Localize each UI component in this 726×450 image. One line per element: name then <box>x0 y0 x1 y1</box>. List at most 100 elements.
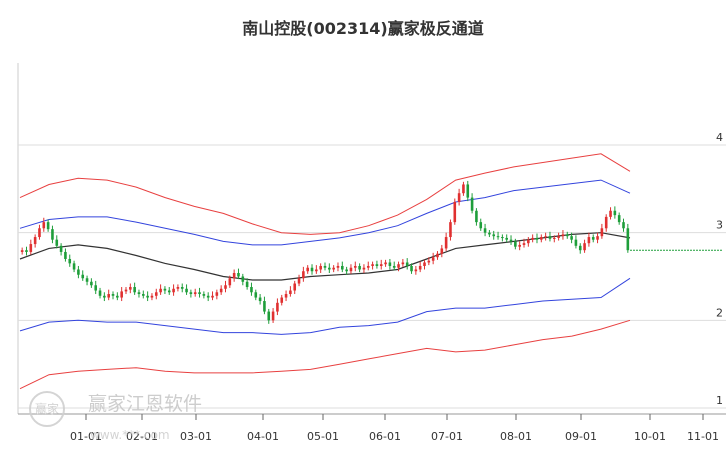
candle <box>444 232 448 252</box>
watermark: 赢家 赢家江恩软件 www.***.com <box>29 391 202 442</box>
candle <box>548 231 552 242</box>
candle <box>453 198 457 225</box>
candle-body <box>129 287 132 290</box>
candle-body <box>85 278 89 282</box>
candle-body <box>64 251 67 259</box>
candle <box>189 289 193 298</box>
channel-bands <box>19 153 631 390</box>
candle-body <box>94 285 98 291</box>
candle <box>341 261 344 273</box>
candle <box>237 268 240 280</box>
candle-body <box>583 243 586 251</box>
x-tick-label: 06-01 <box>369 430 401 443</box>
candle-body <box>423 262 426 266</box>
candle-body <box>353 265 357 268</box>
candle-body <box>414 269 418 272</box>
candle <box>254 289 258 301</box>
x-tick-labels: 01-01 02-01 03-01 04-01 05-01 06-01 07-0… <box>70 430 719 443</box>
candle-body <box>622 222 625 229</box>
candle <box>488 230 491 238</box>
candle-body <box>410 265 413 272</box>
candle-body <box>609 210 612 217</box>
candle-body <box>591 237 595 240</box>
candle <box>609 207 612 220</box>
x-tick-label: 09-01 <box>565 430 597 443</box>
candle-body <box>254 292 258 298</box>
watermark-brand: 赢家江恩软件 <box>88 393 202 415</box>
candle-body <box>263 301 266 312</box>
candle <box>64 248 67 262</box>
candle <box>137 289 141 298</box>
candle <box>198 287 201 298</box>
candle <box>561 230 565 240</box>
candle <box>33 234 37 248</box>
candle-body <box>202 294 206 296</box>
candle <box>81 270 85 281</box>
candle-body <box>33 237 37 245</box>
candle-body <box>211 295 214 298</box>
candle <box>457 188 461 206</box>
candle <box>258 294 262 305</box>
candle <box>90 278 93 288</box>
candle-body <box>133 287 136 293</box>
candle <box>479 218 483 231</box>
candle <box>518 241 521 251</box>
candle <box>202 291 206 299</box>
candle <box>319 263 322 273</box>
candle-body <box>219 288 223 293</box>
candle-body <box>332 267 335 270</box>
candle <box>94 280 98 295</box>
candle <box>219 285 223 295</box>
candle-body <box>371 264 374 266</box>
candle <box>176 284 180 292</box>
candle-body <box>453 201 457 223</box>
candle <box>401 258 405 267</box>
candle <box>85 275 89 286</box>
candle-body <box>617 215 621 223</box>
x-tick-label: 05-01 <box>307 430 339 443</box>
candle <box>578 243 582 254</box>
y-tick-label: 3 <box>716 219 723 232</box>
candle-body <box>224 285 227 289</box>
candle-body <box>319 265 322 270</box>
candle-body <box>479 222 483 229</box>
x-tick-label: 03-01 <box>180 430 212 443</box>
candle-body <box>241 276 245 282</box>
candle-body <box>328 267 331 270</box>
candle-body <box>193 292 197 295</box>
candle-body <box>51 229 54 240</box>
candle-body <box>362 267 366 270</box>
candle <box>55 235 59 249</box>
candle <box>379 259 383 270</box>
candle-body <box>111 294 115 296</box>
candle <box>544 232 547 241</box>
candle-body <box>561 234 565 237</box>
candle-body <box>237 272 240 277</box>
x-tick-label: 07-01 <box>431 430 463 443</box>
candle <box>133 282 136 295</box>
candle-body <box>626 228 630 251</box>
candle-body <box>613 210 617 216</box>
candle <box>596 232 599 244</box>
candle-body <box>578 245 582 251</box>
candle <box>142 290 145 299</box>
candle <box>449 219 452 241</box>
candle <box>431 252 435 265</box>
candle-body <box>401 262 405 265</box>
candle-body <box>600 228 604 237</box>
candle <box>587 232 591 247</box>
candle <box>59 243 63 256</box>
candle <box>600 223 604 239</box>
candle <box>574 235 578 249</box>
candle-body <box>449 222 452 238</box>
candle-body <box>323 265 327 268</box>
candle <box>440 244 444 258</box>
candle-body <box>431 257 435 261</box>
candle <box>345 266 348 275</box>
candle-body <box>20 250 24 252</box>
candle-body <box>596 236 599 240</box>
candle-body <box>544 236 547 238</box>
candle-body <box>522 243 526 245</box>
candle <box>336 262 340 272</box>
